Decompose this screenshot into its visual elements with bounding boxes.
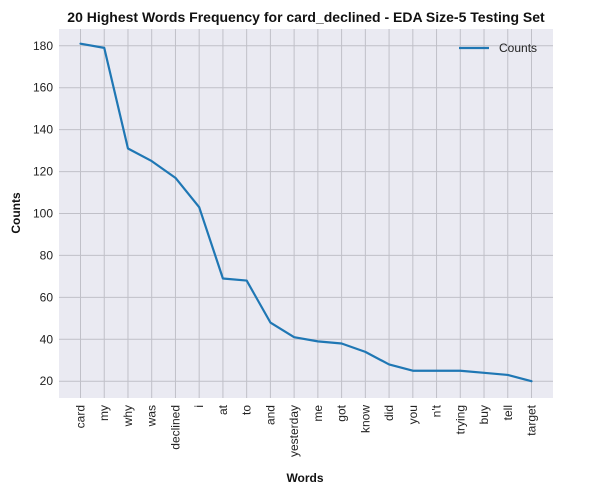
- grid-lines: [59, 29, 553, 398]
- series-line-counts: [79, 42, 533, 383]
- x-tick-label: me: [311, 405, 325, 422]
- x-tick-label: trying: [453, 405, 467, 434]
- x-tick-label: know: [358, 405, 372, 433]
- chart-title: 20 Highest Words Frequency for card_decl…: [67, 9, 545, 25]
- y-tick-label: 120: [33, 165, 53, 179]
- x-tick-label: i: [192, 405, 206, 408]
- x-tick-label: at: [216, 404, 230, 415]
- x-tick-label: n't: [430, 404, 444, 417]
- legend-label-counts: Counts: [499, 41, 537, 55]
- x-tick-label: target: [525, 404, 539, 435]
- x-tick-label: card: [74, 405, 88, 428]
- x-tick-label: declined: [168, 405, 182, 450]
- x-tick-label: and: [263, 405, 277, 425]
- x-tick-label: tell: [501, 405, 515, 420]
- x-tick-labels: card my why was declined i at to and yesterday me g…: [74, 404, 539, 457]
- x-tick-label: my: [97, 405, 111, 421]
- x-tick-label: buy: [477, 405, 491, 424]
- y-tick-label: 100: [33, 207, 53, 221]
- y-tick-label: 140: [33, 123, 53, 137]
- series-layer: [79, 42, 533, 383]
- x-tick-label: to: [240, 405, 254, 415]
- x-tick-label: why: [121, 405, 135, 427]
- x-tick-label: did: [382, 405, 396, 421]
- x-tick-label: was: [145, 405, 159, 427]
- x-tick-label: yesterday: [287, 405, 301, 457]
- x-axis-label: Words: [286, 471, 323, 485]
- legend: Counts: [459, 41, 537, 55]
- y-tick-label: 180: [33, 39, 53, 53]
- y-tick-label: 160: [33, 81, 53, 95]
- x-tick-label: you: [406, 405, 420, 424]
- y-tick-label: 80: [40, 248, 54, 262]
- y-tick-labels: 20 40 60 80 100 120 140 160 180: [33, 39, 53, 388]
- y-tick-label: 20: [40, 374, 54, 388]
- y-tick-label: 40: [40, 332, 54, 346]
- y-axis-label: Counts: [9, 192, 23, 234]
- y-tick-label: 60: [40, 290, 54, 304]
- x-tick-label: got: [335, 404, 349, 421]
